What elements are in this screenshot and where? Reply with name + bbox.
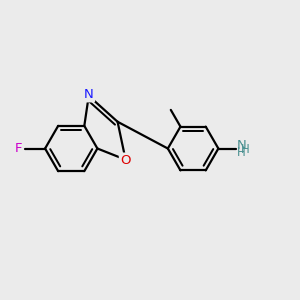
Text: H: H	[241, 142, 250, 156]
Text: H: H	[236, 146, 245, 159]
Text: F: F	[15, 142, 22, 155]
Text: O: O	[120, 154, 131, 167]
Text: N: N	[236, 139, 246, 152]
Text: N: N	[84, 88, 94, 101]
